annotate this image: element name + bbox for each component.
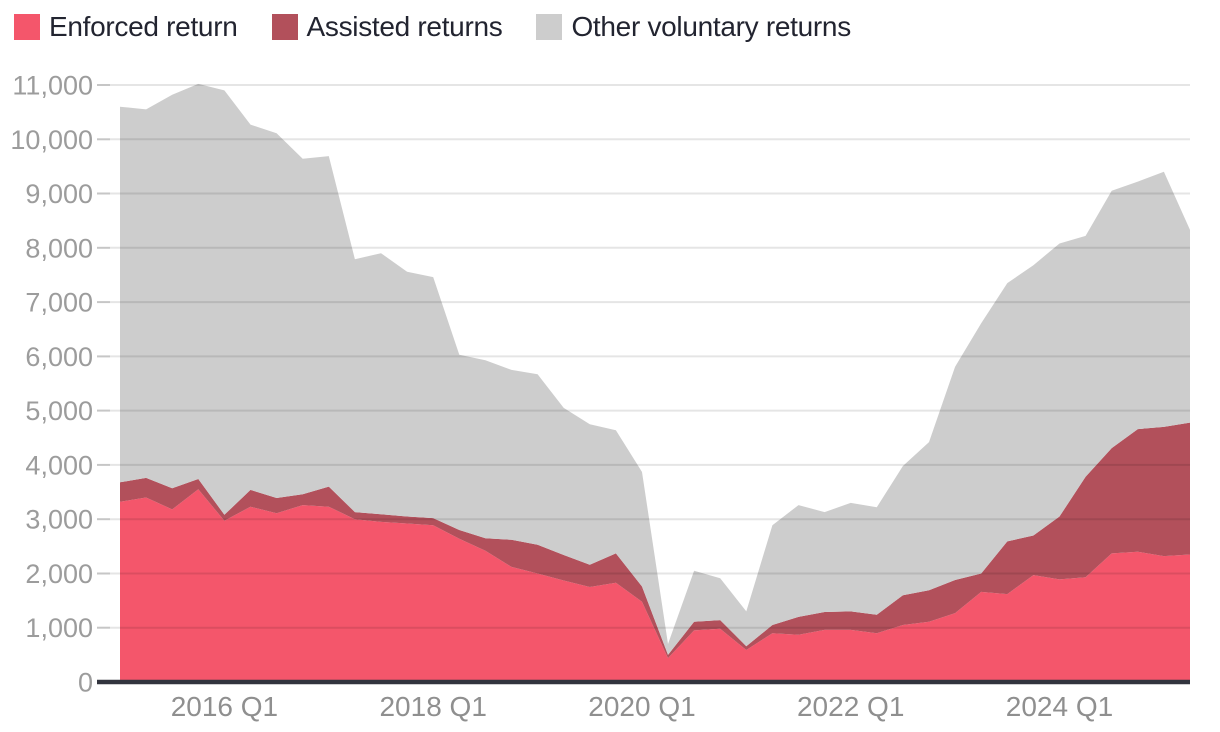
area-enforced-return — [120, 489, 1190, 682]
y-axis-label-10000: 10,000 — [10, 125, 93, 155]
y-axis-label-6000: 6,000 — [25, 342, 93, 372]
legend-swatch-other-voluntary-returns — [536, 14, 563, 40]
legend-item-assisted-returns: Assisted returns — [271, 11, 503, 43]
x-axis-label-2024-Q1: 2024 Q1 — [1006, 691, 1113, 722]
area-other-voluntary-returns — [120, 83, 1190, 655]
y-axis-label-5000: 5,000 — [25, 396, 93, 426]
y-axis-label-3000: 3,000 — [25, 505, 93, 535]
legend-swatch-enforced-return — [14, 14, 40, 40]
legend-item-enforced-return: Enforced return — [14, 11, 238, 43]
area-assisted-returns — [120, 422, 1190, 659]
y-axis-label-0: 0 — [78, 668, 93, 698]
x-axis-label-2016-Q1: 2016 Q1 — [171, 691, 278, 722]
legend-swatch-assisted-returns — [271, 14, 298, 40]
legend-item-other-voluntary-returns: Other voluntary returns — [536, 11, 851, 43]
x-axis-label-2018-Q1: 2018 Q1 — [379, 691, 486, 722]
chart-legend: Enforced return Assisted returns Other v… — [14, 11, 885, 43]
y-axis-label-11000: 11,000 — [12, 71, 93, 101]
x-axis-label-2022-Q1: 2022 Q1 — [797, 691, 904, 722]
y-axis-label-8000: 8,000 — [25, 233, 93, 263]
y-axis-label-7000: 7,000 — [25, 288, 93, 318]
y-axis-label-4000: 4,000 — [25, 450, 93, 480]
legend-label-enforced-return: Enforced return — [49, 11, 238, 42]
y-axis-label-2000: 2,000 — [25, 559, 93, 589]
legend-label-assisted-returns: Assisted returns — [306, 11, 503, 42]
x-axis-label-2020-Q1: 2020 Q1 — [588, 691, 695, 722]
legend-label-other-voluntary-returns: Other voluntary returns — [571, 11, 851, 42]
y-axis-label-1000: 1,000 — [25, 613, 93, 643]
y-axis-label-9000: 9,000 — [25, 179, 93, 209]
